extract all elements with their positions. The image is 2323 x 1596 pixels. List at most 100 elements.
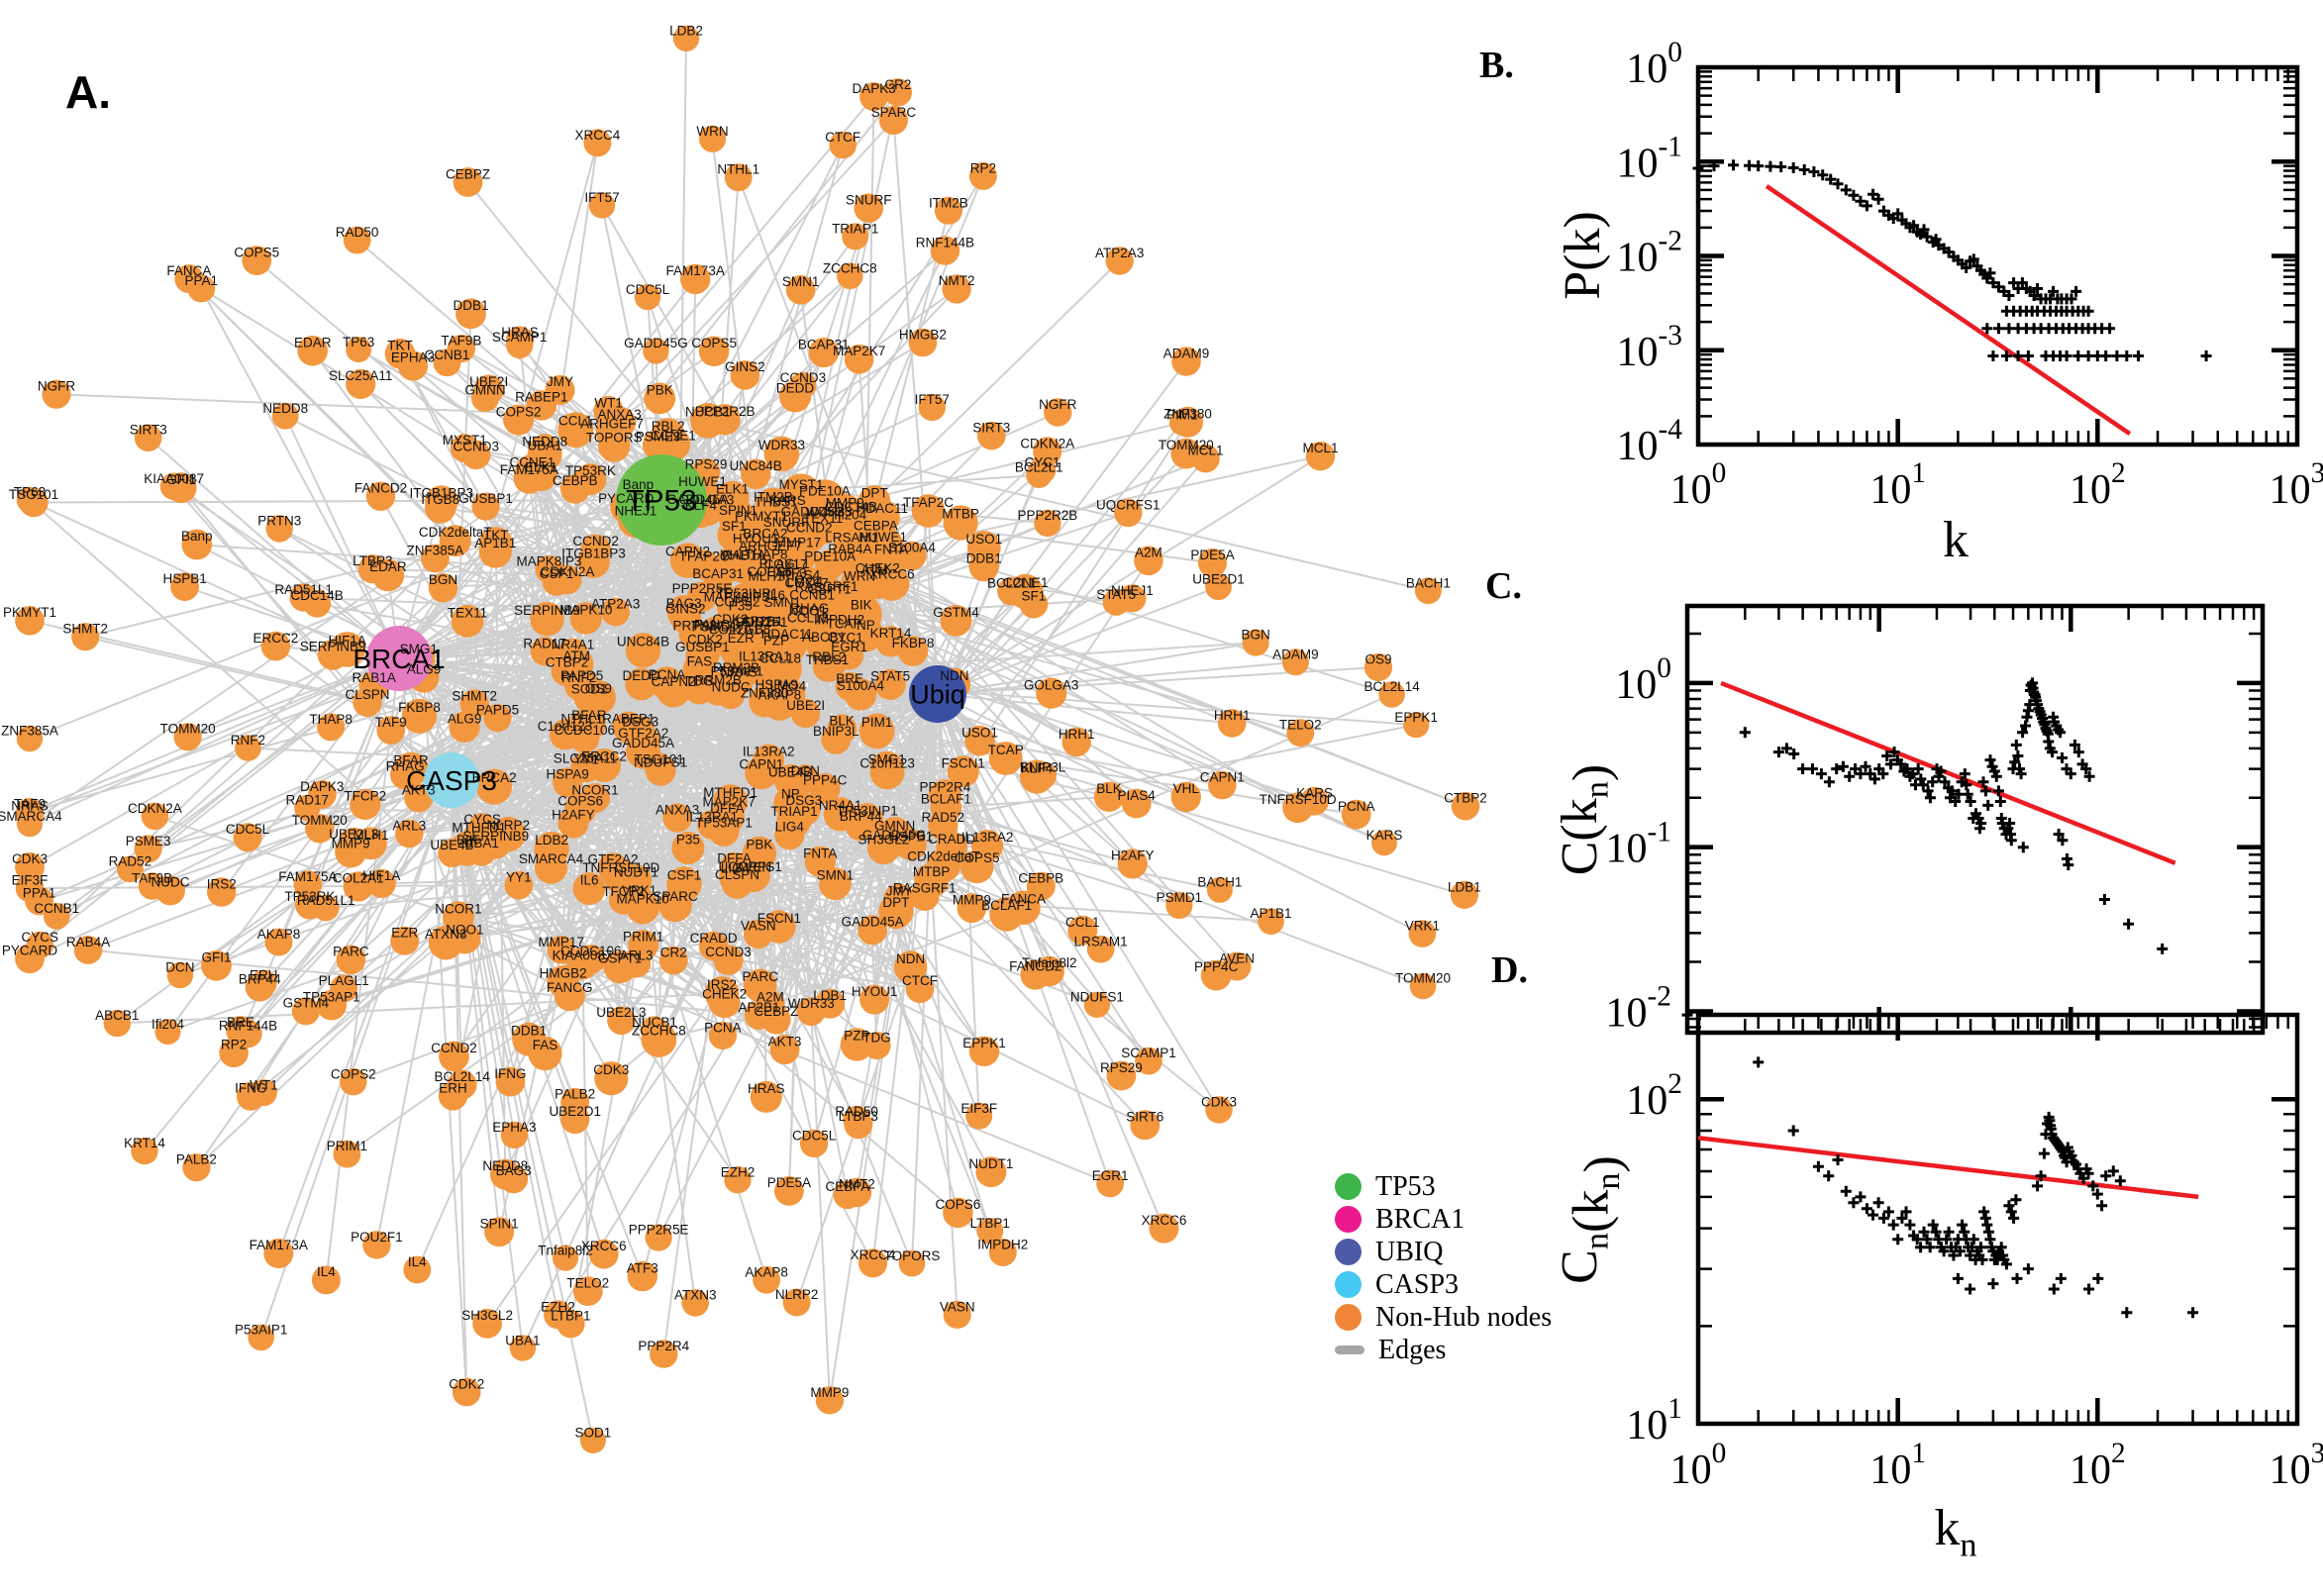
network-node-label: SCAMP1 [1121,1046,1176,1060]
network-node [1208,770,1237,800]
network-node [155,875,185,906]
network-node-label: GFI1 [201,950,231,965]
network-node-label: COPS5 [691,336,737,350]
ubiq-dot-icon [1335,1239,1362,1265]
network-node-label: LIG4 [775,819,805,834]
network-node [928,779,962,813]
network-node-label: FSCN1 [942,755,985,770]
network-node-label: GSTM4 [933,605,979,620]
network-node-label: UBE2D1 [1192,571,1245,586]
edge-line-icon [1335,1346,1364,1354]
network-node-label: BNIP3L [1020,760,1066,775]
network-node-label: UBE4B [430,838,473,852]
network-node [141,802,169,831]
network-node-label: NHEJ1 [615,504,657,519]
network-node [829,131,857,159]
network-node-label: FAM175A [500,462,558,477]
network-node-label: Banp [181,529,213,544]
network-node [1034,955,1065,987]
network-node-label: PRIM1 [623,930,663,945]
network-node [15,873,45,903]
network-node [1172,406,1203,438]
network-node [988,1239,1017,1266]
network-node [769,491,806,528]
network-node-label: NDUFS1 [1070,990,1124,1005]
network-node-label: RNF144B [916,235,974,249]
network-node-label: TSG101 [634,751,683,766]
network-node-label: SNURF [763,515,810,530]
network-node [1026,871,1056,901]
network-node [791,599,828,636]
network-node-label: MTBP [942,507,979,522]
network-node-label: MCL1 [1302,441,1338,455]
scatter-points [1681,677,2169,1021]
network-node [1451,791,1480,821]
network-node [598,430,631,462]
network-node [842,1177,872,1208]
network-node [1086,935,1115,963]
network-node [439,1041,469,1072]
network-node [134,424,162,452]
network-node [819,867,852,901]
network-node [1197,548,1228,578]
network-node-label: ITM2B [754,490,793,505]
network-node-label: COPS5 [955,850,1000,865]
network-node-label: COX17 [784,576,828,591]
network-node [583,129,612,157]
power-law-fit-line [1720,680,2176,865]
network-node [1378,681,1405,708]
network-node-label: PSMD1 [691,619,738,634]
network-node [658,946,688,975]
network-node-label: KARS [1366,828,1403,843]
network-node-label: GOLGA3 [1024,677,1079,692]
network-node-label: CTCF [902,973,938,988]
network-node-label: ITGB1BP3 [561,546,626,560]
network-node [570,751,600,781]
network-node [1206,876,1233,903]
network-node [1170,781,1202,813]
network-node [968,1036,1000,1067]
network-node [858,1248,888,1278]
network-node-label: PIAS4 [1118,788,1157,803]
network-node [1408,920,1437,948]
network-node-label: TSG101 [9,487,58,502]
network-node-label: UBE2L3 [329,827,378,842]
network-node-label: UBE2L3 [596,1005,646,1020]
network-node [1165,891,1193,920]
network-node-label: TCAP [988,743,1024,757]
network-node-label: HSPB1 [889,829,933,844]
network-node [724,1166,752,1194]
network-node-label: NP [781,786,800,801]
network-node-label: ANXA3 [656,802,699,817]
scatter-points [1753,1056,2199,1319]
network-node-label: CCND2 [572,534,619,549]
network-node-label: SPARC [871,105,917,120]
network-node-label: DCN [165,960,194,975]
network-node-label: KLF4 [685,498,718,513]
network-node [1341,799,1371,830]
network-node [73,936,103,964]
network-node [940,605,972,637]
network-node [544,1300,572,1330]
network-node [711,610,750,648]
network-node-label: BCL2L1 [987,576,1036,591]
network-node-label: ITM2B [929,195,968,210]
network-node-label: NRAS [11,799,49,814]
network-node-label: EZH2 [721,1164,756,1179]
network-node-label: NQO1 [789,603,827,618]
network-node-label: WDR33 [805,505,852,520]
network-node [303,589,332,618]
network-node [976,1218,1004,1245]
network-node-label: PDE5A [1190,548,1234,562]
network-node [1286,719,1315,748]
network-node [1205,573,1232,601]
network-node-label: CAPN1 [739,756,783,771]
network-node [769,1035,800,1065]
network-node-label: BNIP3L [813,724,859,739]
hub-node-tp53 [616,454,707,546]
network-node [878,893,914,930]
hub-node-brca1 [366,626,432,691]
network-node [943,505,978,541]
